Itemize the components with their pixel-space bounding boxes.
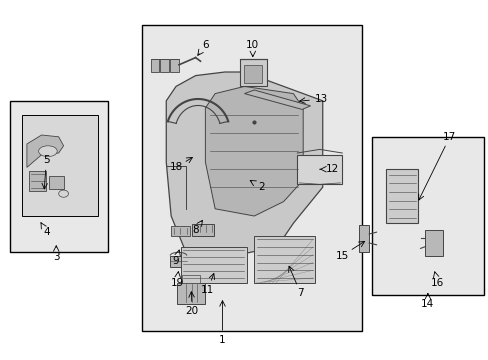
Bar: [386, 169, 417, 223]
Bar: [171, 226, 189, 236]
Text: 15: 15: [335, 251, 348, 261]
Bar: [29, 171, 46, 191]
Text: 5: 5: [43, 155, 50, 165]
Text: 8: 8: [192, 225, 199, 235]
Text: 10: 10: [246, 40, 259, 50]
Bar: [142, 25, 361, 331]
Bar: [150, 59, 159, 72]
Ellipse shape: [39, 146, 57, 157]
Bar: [191, 224, 214, 236]
Bar: [239, 59, 266, 86]
Bar: [297, 155, 342, 184]
Bar: [181, 247, 246, 283]
Bar: [170, 59, 179, 72]
Bar: [244, 65, 261, 83]
Text: 18: 18: [169, 162, 183, 172]
Bar: [170, 256, 186, 267]
Text: 16: 16: [430, 278, 444, 288]
Text: 12: 12: [325, 164, 339, 174]
Text: 14: 14: [420, 299, 434, 309]
Polygon shape: [244, 90, 310, 109]
Bar: [49, 176, 63, 189]
Bar: [359, 225, 368, 252]
Polygon shape: [205, 86, 303, 216]
Text: 2: 2: [258, 182, 264, 192]
Text: 6: 6: [202, 40, 208, 50]
Bar: [254, 236, 315, 283]
Bar: [22, 115, 98, 216]
Bar: [10, 101, 107, 252]
Polygon shape: [166, 72, 322, 259]
Bar: [425, 230, 442, 256]
Text: 9: 9: [172, 256, 179, 266]
Text: 13: 13: [314, 94, 328, 104]
Text: 7: 7: [297, 288, 304, 298]
Text: 17: 17: [442, 132, 456, 142]
Bar: [160, 59, 169, 72]
Text: 19: 19: [170, 278, 183, 288]
Text: 4: 4: [43, 227, 50, 237]
Text: 11: 11: [201, 285, 214, 295]
Circle shape: [59, 190, 68, 197]
Bar: [182, 275, 199, 283]
Bar: [177, 283, 205, 304]
Text: 3: 3: [53, 252, 60, 262]
Polygon shape: [27, 135, 63, 167]
Text: 20: 20: [185, 306, 198, 316]
Text: 1: 1: [219, 335, 225, 345]
Bar: [371, 137, 483, 295]
